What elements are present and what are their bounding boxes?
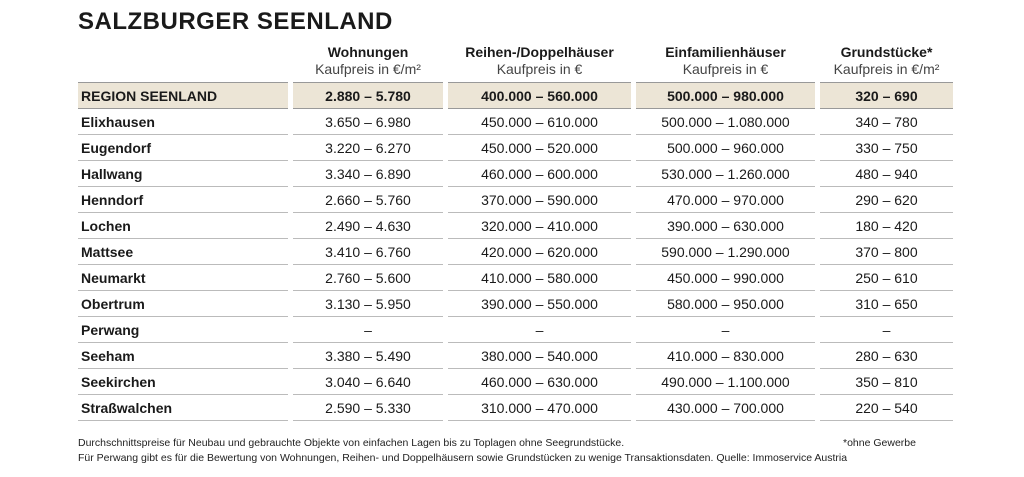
price-cell: 500.000 – 960.000 [636,135,815,161]
table-row: Perwang – – – – [78,317,953,343]
row-label: Henndorf [78,187,288,213]
price-cell: 3.380 – 5.490 [293,343,443,369]
region-row: REGION SEENLAND 2.880 – 5.780 400.000 – 56… [78,82,953,109]
row-label: REGION SEENLAND [78,82,288,109]
table-row: Henndorf 2.660 – 5.760 370.000 – 590.000 47… [78,187,953,213]
row-label: Straßwalchen [78,395,288,421]
price-cell: 3.410 – 6.760 [293,239,443,265]
column-subtitle: Kaufpreis in € [496,61,583,77]
footnote-note: *ohne Gewerbe [843,437,916,449]
row-label: Perwang [78,317,288,343]
price-cell: 500.000 – 980.000 [636,82,815,109]
price-cell: 460.000 – 630.000 [448,369,631,395]
row-label: Seekirchen [78,369,288,395]
header-row: Wohnungen Kaufpreis in €/m² Reihen-/Doppel… [78,44,953,82]
table-row: Lochen 2.490 – 4.630 320.000 – 410.000 390.… [78,213,953,239]
row-label: Seeham [78,343,288,369]
header-cell: Grundstücke* Kaufpreis in €/m² [820,44,953,82]
price-cell: 490.000 – 1.100.000 [636,369,815,395]
price-cell: 460.000 – 600.000 [448,161,631,187]
price-cell: 410.000 – 830.000 [636,343,815,369]
header-cell: Wohnungen Kaufpreis in €/m² [293,44,443,82]
price-cell: – [636,317,815,343]
row-label: Mattsee [78,239,288,265]
price-cell: 180 – 420 [820,213,953,239]
price-cell: 220 – 540 [820,395,953,421]
price-cell: – [448,317,631,343]
price-cell: 400.000 – 560.000 [448,82,631,109]
header-cell [78,44,288,82]
price-cell: 470.000 – 970.000 [636,187,815,213]
price-cell: – [820,317,953,343]
price-cell: 370.000 – 590.000 [448,187,631,213]
column-subtitle: Kaufpreis in €/m² [833,61,940,77]
table-row: Elixhausen 3.650 – 6.980 450.000 – 610.000… [78,109,953,135]
price-cell: 340 – 780 [820,109,953,135]
price-cell: 3.130 – 5.950 [293,291,443,317]
price-cell: 580.000 – 950.000 [636,291,815,317]
header-cell: Einfamilienhäuser Kaufpreis in € [636,44,815,82]
price-cell: 320 – 690 [820,82,953,109]
price-cell: 310.000 – 470.000 [448,395,631,421]
table-row: Mattsee 3.410 – 6.760 420.000 – 620.000 590… [78,239,953,265]
price-cell: 450.000 – 520.000 [448,135,631,161]
price-cell: 390.000 – 630.000 [636,213,815,239]
table-row: Hallwang 3.340 – 6.890 460.000 – 600.000 53… [78,161,953,187]
header-cell: Reihen-/Doppelhäuser Kaufpreis in € [448,44,631,82]
price-cell: 3.340 – 6.890 [293,161,443,187]
table-row: Seeham 3.380 – 5.490 380.000 – 540.000 410.… [78,343,953,369]
price-cell: 2.590 – 5.330 [293,395,443,421]
footnote: Durchschnittspreise für Neubau und gebra… [78,437,625,449]
column-title: Einfamilienhäuser [665,44,786,60]
price-cell: 370 – 800 [820,239,953,265]
row-label: Obertrum [78,291,288,317]
price-cell: 500.000 – 1.080.000 [636,109,815,135]
price-cell: 450.000 – 990.000 [636,265,815,291]
price-cell: 380.000 – 540.000 [448,343,631,369]
column-subtitle: Kaufpreis in € [682,61,769,77]
column-subtitle: Kaufpreis in €/m² [315,61,421,77]
price-cell: 3.040 – 6.640 [293,369,443,395]
price-cell: 330 – 750 [820,135,953,161]
row-label: Hallwang [78,161,288,187]
price-cell: 2.660 – 5.760 [293,187,443,213]
table-row: Straßwalchen 2.590 – 5.330 310.000 – 470.0… [78,395,953,421]
price-cell: 3.220 – 6.270 [293,135,443,161]
price-cell: 2.490 – 4.630 [293,213,443,239]
row-label: Lochen [78,213,288,239]
price-cell: 290 – 620 [820,187,953,213]
price-cell: 250 – 610 [820,265,953,291]
price-cell: 350 – 810 [820,369,953,395]
column-title: Reihen-/Doppelhäuser [465,44,614,60]
price-cell: 430.000 – 700.000 [636,395,815,421]
table-row: Obertrum 3.130 – 5.950 390.000 – 550.000 58… [78,291,953,317]
price-cell: 3.650 – 6.980 [293,109,443,135]
table-row: Neumarkt 2.760 – 5.600 410.000 – 580.000 45… [78,265,953,291]
row-label: Neumarkt [78,265,288,291]
table-body: REGION SEENLAND 2.880 – 5.780 400.000 – 56… [78,82,953,421]
price-cell: 410.000 – 580.000 [448,265,631,291]
price-cell: 2.880 – 5.780 [293,82,443,109]
price-cell: 280 – 630 [820,343,953,369]
table-row: Seekirchen 3.040 – 6.640 460.000 – 630.000… [78,369,953,395]
table-row: Eugendorf 3.220 – 6.270 450.000 – 520.000 5… [78,135,953,161]
price-cell: 310 – 650 [820,291,953,317]
footnote: Für Perwang gibt es für die Bewertung vo… [78,452,848,464]
row-label: Eugendorf [78,135,288,161]
title: SALZBURGER SEENLAND [78,8,393,35]
price-cell: 390.000 – 550.000 [448,291,631,317]
price-cell: 530.000 – 1.260.000 [636,161,815,187]
column-title: Grundstücke* [840,44,933,60]
column-title: Wohnungen [327,44,409,60]
price-cell: 450.000 – 610.000 [448,109,631,135]
price-cell: 420.000 – 620.000 [448,239,631,265]
price-cell: 480 – 940 [820,161,953,187]
price-cell: 590.000 – 1.290.000 [636,239,815,265]
price-table: Wohnungen Kaufpreis in €/m² Reihen-/Doppel… [73,44,958,421]
price-cell: 320.000 – 410.000 [448,213,631,239]
row-label: Elixhausen [78,109,288,135]
price-cell: 2.760 – 5.600 [293,265,443,291]
price-cell: – [293,317,443,343]
